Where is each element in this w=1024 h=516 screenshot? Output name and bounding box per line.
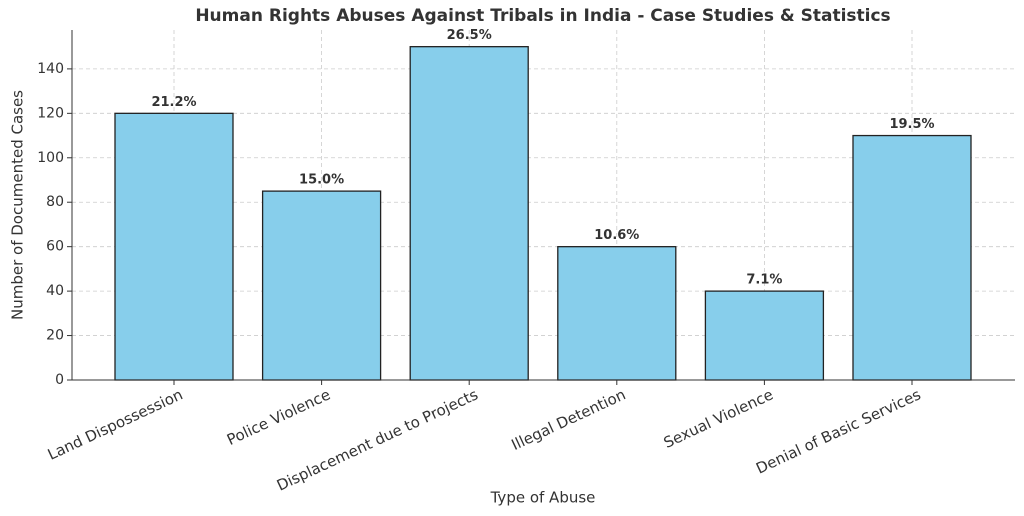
y-tick-label: 60 (46, 239, 64, 255)
bar (557, 246, 677, 381)
bar (409, 46, 529, 381)
bar-label: 21.2% (151, 95, 196, 110)
y-tick-label: 80 (46, 194, 64, 210)
x-tick-label: Police Violence (224, 385, 333, 449)
y-tick-label: 120 (37, 105, 64, 121)
x-tick-label: Denial of Basic Services (753, 385, 923, 477)
bar-label: 10.6% (594, 228, 639, 243)
x-tick-label: Land Dispossession (45, 385, 186, 463)
y-tick-label: 100 (37, 150, 64, 166)
bar (114, 112, 234, 381)
bar (261, 190, 382, 381)
bar (704, 290, 825, 381)
y-tick-label: 20 (46, 328, 64, 344)
x-tick-label: Sexual Violence (661, 385, 776, 451)
y-tick-label: 40 (46, 283, 64, 299)
x-tick-label: Illegal Detention (509, 385, 629, 454)
y-tick-label: 0 (55, 372, 64, 388)
y-tick-label: 140 (37, 61, 64, 77)
bar-label: 15.0% (299, 173, 344, 188)
bar-label: 19.5% (889, 117, 934, 132)
bar (852, 134, 972, 381)
chart-title: Human Rights Abuses Against Tribals in I… (195, 6, 890, 26)
y-axis-label: Number of Documented Cases (9, 90, 27, 320)
bar-label: 26.5% (447, 28, 492, 43)
x-axis-label: Type of Abuse (490, 489, 596, 507)
bar-label: 7.1% (746, 273, 782, 288)
